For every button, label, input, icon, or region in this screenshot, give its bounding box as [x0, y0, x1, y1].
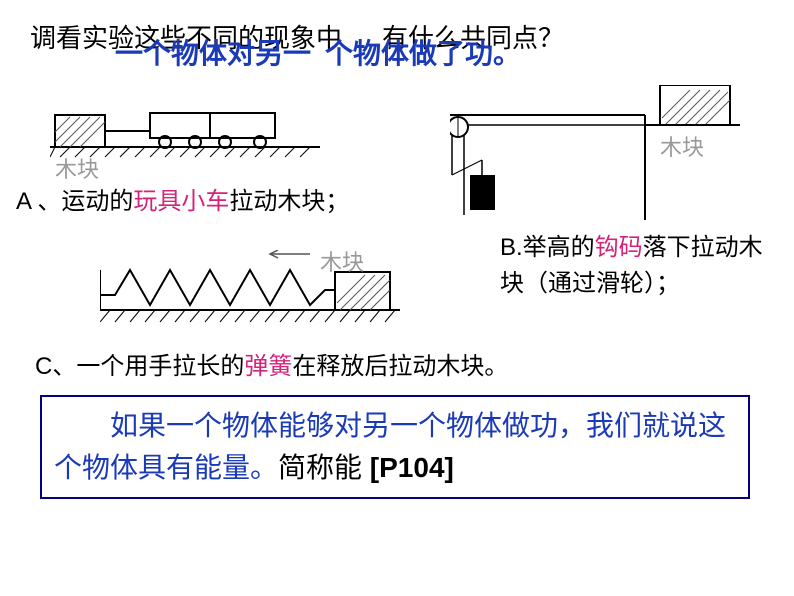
overlay-p2: 个物体做了功。 [325, 38, 521, 69]
answer-overlay: 一个物体对另一个物体做了功。 [115, 34, 521, 73]
diagram-c [100, 250, 420, 335]
cap-a-prefix: A 、运动的 [16, 188, 133, 215]
caption-b: B.举高的钩码落下拉动木块（通过滑轮）； [500, 230, 780, 302]
pulley-svg [450, 85, 750, 225]
cap-a-suffix: 拉动木块； [229, 188, 349, 215]
cap-c-suffix: 在释放后拉动木块。 [292, 353, 508, 380]
spring-svg [100, 250, 420, 330]
diagram-c-label: 木块 [320, 248, 364, 279]
caption-a: A 、运动的玩具小车拉动木块； [16, 185, 349, 219]
overlay-p1: 一个物体对另一 [115, 38, 311, 69]
cap-c-prefix: C、一个用手拉长的 [35, 353, 244, 380]
diagram-b-label: 木块 [660, 133, 704, 164]
diagram-a-label: 木块 [55, 155, 99, 186]
cap-b-prefix: B.举高的 [500, 234, 595, 261]
caption-c: C、一个用手拉长的弹簧在释放后拉动木块。 [35, 350, 508, 384]
cap-c-hl: 弹簧 [244, 353, 292, 380]
cap-b-hl: 钩码 [595, 234, 643, 261]
diagram-b [450, 85, 750, 230]
conclusion-box: 如果一个物体能够对另一个物体做功，我们就说这个物体具有能量。简称能 [P104] [40, 395, 750, 499]
conclusion-p2: 简称能 [278, 452, 370, 483]
cap-a-hl: 玩具小车 [133, 188, 229, 215]
conclusion-p3: [P104] [370, 452, 454, 483]
